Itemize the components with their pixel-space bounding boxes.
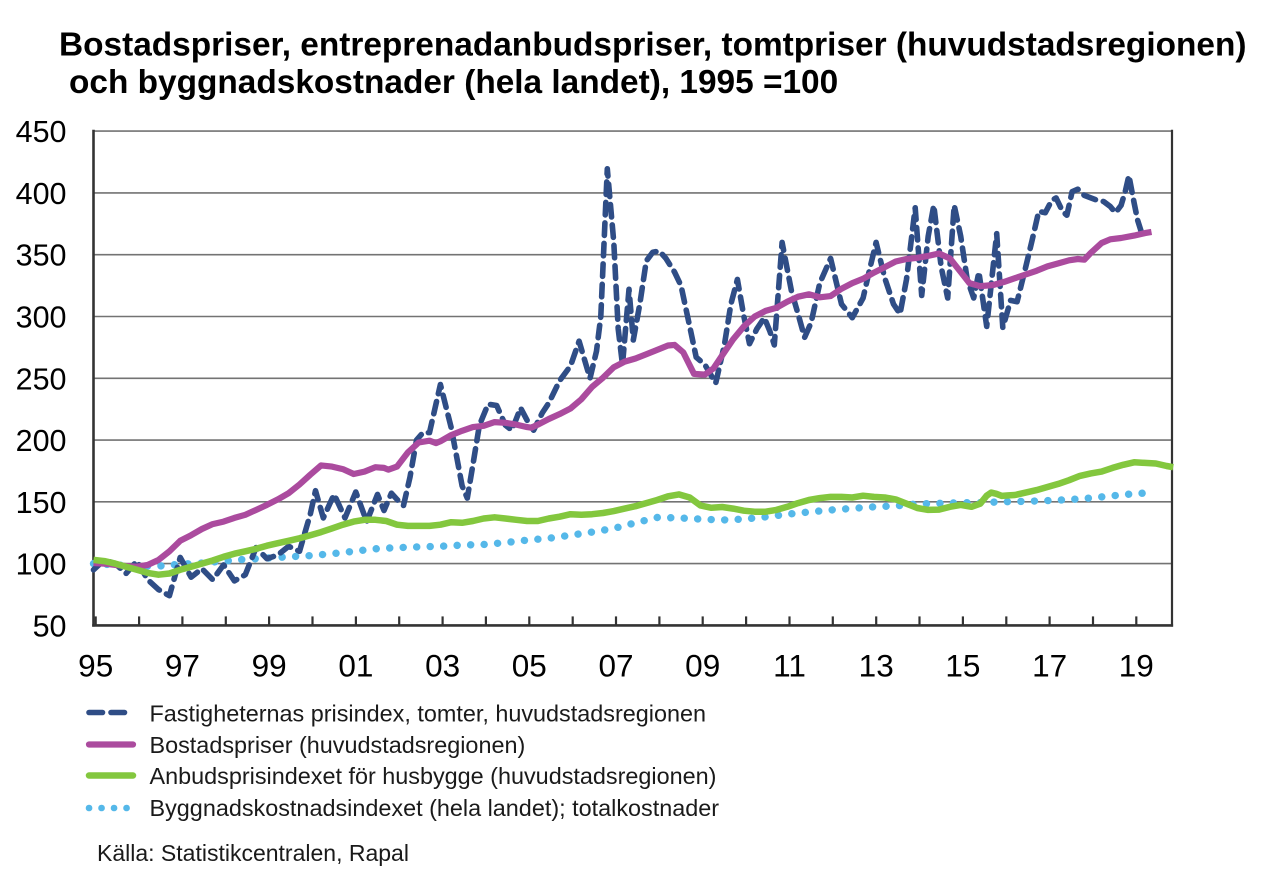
svg-text:400: 400 — [16, 177, 67, 211]
svg-text:11: 11 — [773, 648, 806, 684]
svg-text:Källa: Statistikcentralen, Rap: Källa: Statistikcentralen, Rapal — [97, 840, 409, 866]
svg-text:och byggnadskostnader (hela la: och byggnadskostnader (hela landet), 199… — [69, 64, 838, 101]
svg-text:50: 50 — [33, 609, 67, 643]
svg-text:03: 03 — [425, 648, 460, 684]
svg-text:17: 17 — [1032, 648, 1067, 684]
svg-text:250: 250 — [16, 362, 67, 396]
svg-text:13: 13 — [859, 648, 894, 684]
svg-text:300: 300 — [16, 301, 67, 335]
svg-text:350: 350 — [16, 239, 67, 273]
svg-text:Fastigheternas prisindex, tomt: Fastigheternas prisindex, tomter, huvuds… — [150, 701, 707, 727]
svg-text:Bostadspriser (huvudstadsregio: Bostadspriser (huvudstadsregionen) — [150, 732, 526, 758]
svg-text:100: 100 — [16, 548, 67, 582]
svg-text:Anbudsprisindexet för husbygge: Anbudsprisindexet för husbygge (huvudsta… — [150, 763, 717, 789]
svg-text:150: 150 — [16, 486, 67, 520]
svg-text:19: 19 — [1119, 648, 1154, 684]
svg-text:15: 15 — [945, 648, 980, 684]
svg-text:Bostadspriser, entreprenadanbu: Bostadspriser, entreprenadanbudspriser, … — [59, 27, 1247, 64]
svg-text:01: 01 — [338, 648, 373, 684]
svg-text:07: 07 — [598, 648, 633, 684]
svg-text:99: 99 — [252, 648, 287, 684]
svg-text:200: 200 — [16, 424, 67, 458]
svg-text:95: 95 — [78, 648, 113, 684]
svg-text:Byggnadskostnadsindexet (hela: Byggnadskostnadsindexet (hela landet); t… — [150, 795, 720, 821]
svg-text:97: 97 — [165, 648, 200, 684]
svg-text:09: 09 — [685, 648, 720, 684]
svg-text:05: 05 — [512, 648, 547, 684]
svg-text:450: 450 — [16, 115, 67, 149]
